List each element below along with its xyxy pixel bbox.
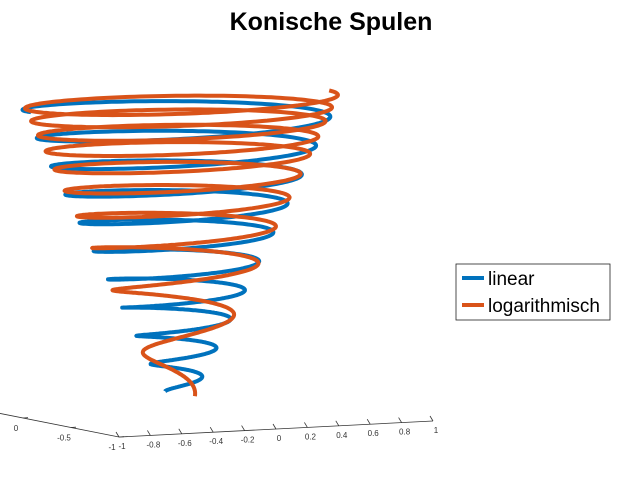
x-tick-label: 0.6 — [368, 429, 380, 438]
x-tick-label: 0.4 — [336, 431, 348, 440]
legend: linear logarithmisch — [455, 263, 611, 321]
x-tick-mark — [147, 430, 151, 436]
x-tick-mark — [429, 415, 434, 422]
axes — [0, 413, 434, 438]
x-tick-label: 1 — [434, 426, 439, 435]
y-tick-label: -1 — [108, 443, 116, 452]
x-tick-mark — [335, 420, 340, 427]
x-tick-mark — [304, 422, 308, 428]
x-tick-label: -0.2 — [241, 436, 255, 445]
x-tick-label: -0.4 — [209, 437, 223, 446]
x-tick-mark — [272, 423, 277, 430]
curves — [20, 88, 340, 398]
x-tick-mark — [178, 428, 183, 435]
x-tick-mark — [398, 417, 402, 423]
x-tick-label: 0.2 — [305, 432, 317, 441]
x-tick-mark — [209, 426, 214, 433]
tick-labels: 00.511.522.510.50-0.5-1-1-0.8-0.6-0.4-0.… — [14, 424, 439, 452]
x-tick-mark — [366, 418, 371, 425]
x-tick-label: -1 — [118, 442, 126, 451]
chart-title: Konische Spulen — [230, 8, 433, 36]
series-logarithmisch-line — [23, 88, 340, 398]
x-tick-label: -0.8 — [147, 440, 161, 449]
legend-label-linear: linear — [488, 269, 535, 290]
legend-box — [455, 263, 611, 321]
y-tick-label: 0 — [14, 424, 19, 433]
x-tick-mark — [115, 431, 120, 438]
x-tick-label: 0 — [277, 434, 282, 443]
y-tick-label: -0.5 — [57, 434, 71, 443]
series-linear-line — [20, 99, 333, 394]
x-tick-mark — [241, 425, 245, 431]
x-tick-label: 0.8 — [399, 428, 411, 437]
x-tick-label: -0.6 — [178, 439, 192, 448]
legend-label-logarithmisch: logarithmisch — [488, 296, 600, 317]
